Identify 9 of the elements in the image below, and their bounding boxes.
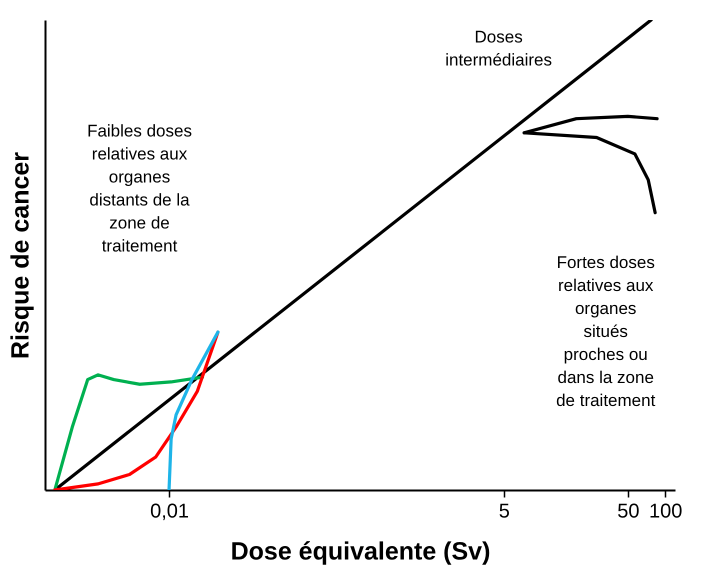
x-tick-label: 5 — [498, 500, 510, 522]
y-axis-title: Risque de cancer — [6, 152, 34, 360]
x-tick-label: 0,01 — [150, 500, 190, 522]
annotation: Doses intermédiaires — [445, 27, 552, 70]
annotation: Fortes doses relatives aux organes situés proches ou dans la zone de traitement — [556, 253, 656, 410]
x-tick-label: 50 — [617, 500, 640, 522]
annotation: Faibles doses relatives aux organes distants de la zone de traitement — [87, 121, 192, 256]
x-tick-label: 100 — [648, 500, 682, 522]
x-axis-title: Dose équivalente (Sv) — [230, 538, 490, 566]
